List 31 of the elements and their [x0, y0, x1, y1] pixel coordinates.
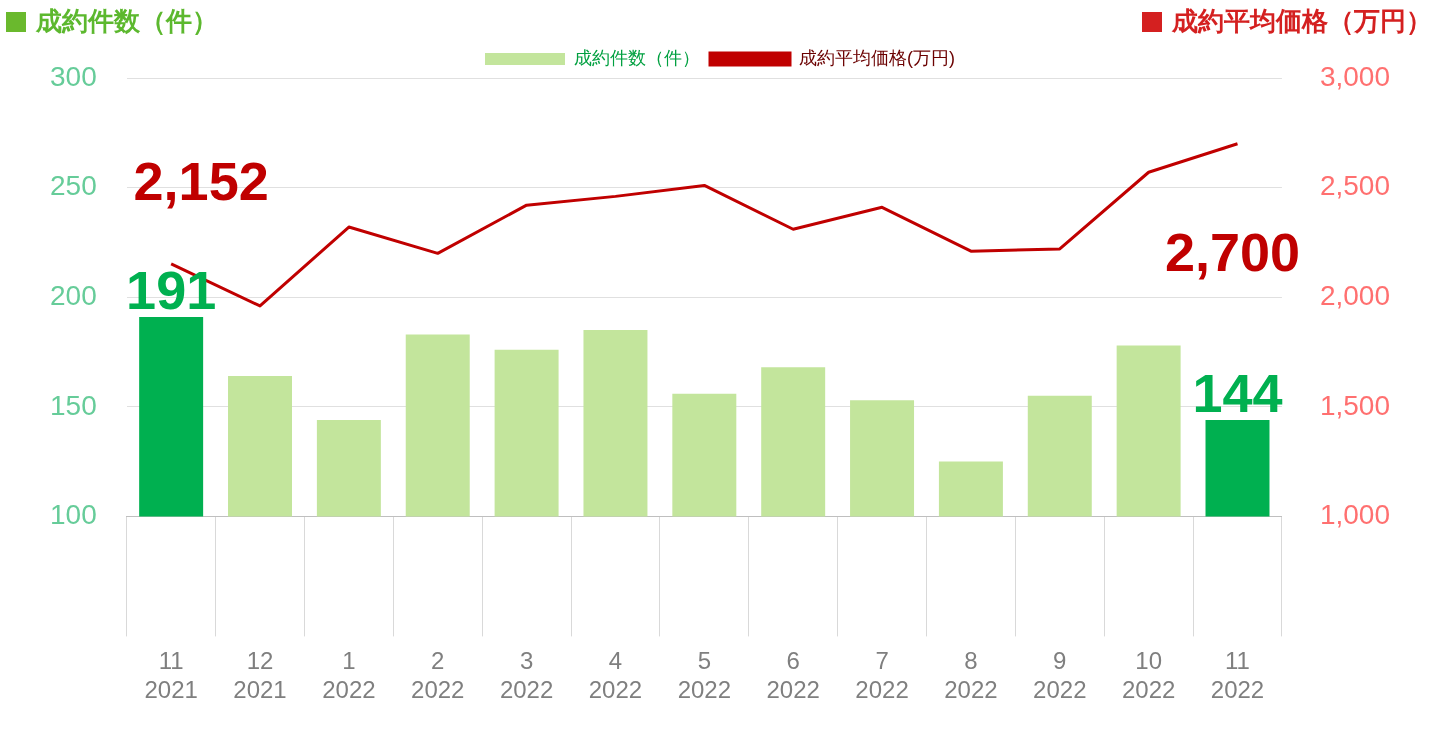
y2-tick-label: 2,000 [1319, 279, 1391, 311]
data-label: 144 [1192, 362, 1283, 423]
y-tick-label: 150 [50, 389, 97, 421]
y-tick-label: 200 [50, 279, 97, 311]
x-tick-label: 4 2022 [588, 647, 643, 704]
y2-tick-label: 1,500 [1319, 389, 1391, 421]
y-tick-label: 300 [50, 60, 97, 92]
y-axis-title: 成約件数（件） [36, 5, 218, 38]
y2-axis-title: 成約平均価格（万円） [1172, 5, 1432, 38]
x-tick-label: 9 2022 [1033, 647, 1087, 704]
y2-tick-label: 3,000 [1319, 60, 1391, 92]
x-tick-label: 12 2021 [233, 647, 287, 704]
legend-label: 成約件数（件） [574, 47, 701, 68]
y-tick-label: 100 [50, 499, 97, 531]
x-tick-label: 10 2022 [1121, 647, 1176, 704]
y-tick-label: 250 [50, 170, 97, 202]
x-tick-label: 1 2022 [322, 647, 376, 704]
x-tick-label: 6 2022 [766, 647, 820, 704]
x-tick-label: 3 2022 [499, 647, 554, 704]
legend-label: 成約平均価格(万円) [799, 47, 956, 68]
x-tick-label: 7 2022 [855, 647, 909, 704]
data-label: 191 [126, 259, 217, 320]
data-label: 2,700 [1164, 221, 1301, 282]
x-tick-label: 11 2021 [144, 647, 198, 704]
y2-tick-label: 2,500 [1319, 170, 1391, 202]
x-tick-label: 8 2022 [944, 647, 998, 704]
data-label: 2,152 [133, 150, 269, 211]
y2-tick-label: 1,000 [1319, 499, 1391, 531]
x-tick-label: 11 2022 [1210, 647, 1265, 704]
x-tick-label: 2 2022 [411, 647, 465, 704]
x-tick-label: 5 2022 [677, 647, 732, 704]
